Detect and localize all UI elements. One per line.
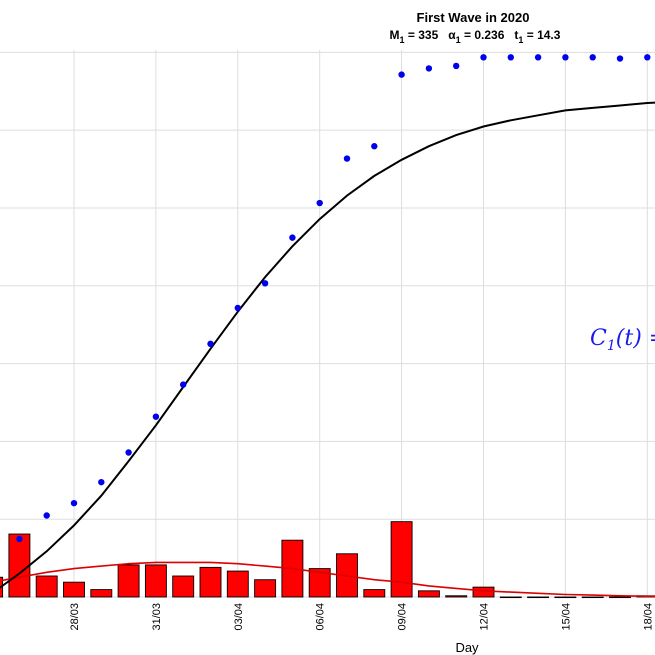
daily-fit-curve [0,561,655,598]
daily-bar [254,579,277,598]
daily-bar [90,589,113,598]
x-axis-title: Day [455,640,479,655]
daily-bar [417,590,440,598]
x-tick-label: 12/04 [479,603,491,631]
x-tick-label: 18/04 [642,603,654,631]
daily-bar [8,533,31,598]
data-point [616,55,624,62]
x-tick-labels: 28/03 31/03 03/04 06/04 09/04 12/04 15/04 18/04 [69,603,654,631]
data-point [316,199,323,207]
chart-title: First Wave in 2020 [417,10,530,25]
daily-bar [472,586,495,598]
daily-bar [63,581,85,598]
daily-bar [609,596,631,599]
data-point [453,62,460,70]
x-tick-label: 31/03 [151,603,163,631]
daily-bar [554,596,577,599]
data-point [98,478,105,486]
data-point [425,65,433,72]
data-point [207,340,214,348]
data-point [261,280,269,287]
daily-bar [308,568,331,598]
data-point [289,234,296,241]
data-point [343,155,351,162]
data-point [507,54,514,61]
data-point [480,54,487,61]
cumulative-fit-curve [0,101,655,589]
daily-bar [390,521,413,598]
daily-bar [172,575,195,598]
daily-bars [0,521,655,599]
horizontal-grid-lines [0,51,655,598]
x-tick-label: 28/03 [69,603,81,631]
daily-bar [35,575,58,598]
data-point [398,71,405,78]
daily-bar [363,589,386,598]
data-point [125,449,132,456]
daily-bar [527,596,550,599]
data-point [70,499,78,507]
model-formula-annotation: C1(t) = [590,326,655,354]
daily-bar [226,570,249,598]
daily-bar [117,564,140,598]
daily-bar [581,596,604,599]
data-point [43,512,50,519]
data-point [16,535,23,543]
data-point [562,54,569,61]
x-tick-label: 15/04 [560,603,572,631]
chart-subtitle: M1 = 335 α1 = 0.236 t1 = 14.3 [390,28,561,45]
data-point [534,54,542,61]
data-point [234,304,241,312]
daily-bar [445,595,468,598]
vertical-grid-lines [73,50,648,597]
daily-bar [144,564,167,598]
data-point [644,54,651,61]
x-tick-label: 03/04 [233,603,245,631]
data-point [589,54,596,61]
data-point [371,143,378,150]
daily-bar [199,566,222,598]
cumulative-points [16,54,651,543]
daily-bar [499,596,522,599]
x-tick-label: 06/04 [315,603,327,631]
data-point [180,381,187,388]
x-tick-label: 09/04 [397,603,409,631]
data-point [152,413,160,420]
